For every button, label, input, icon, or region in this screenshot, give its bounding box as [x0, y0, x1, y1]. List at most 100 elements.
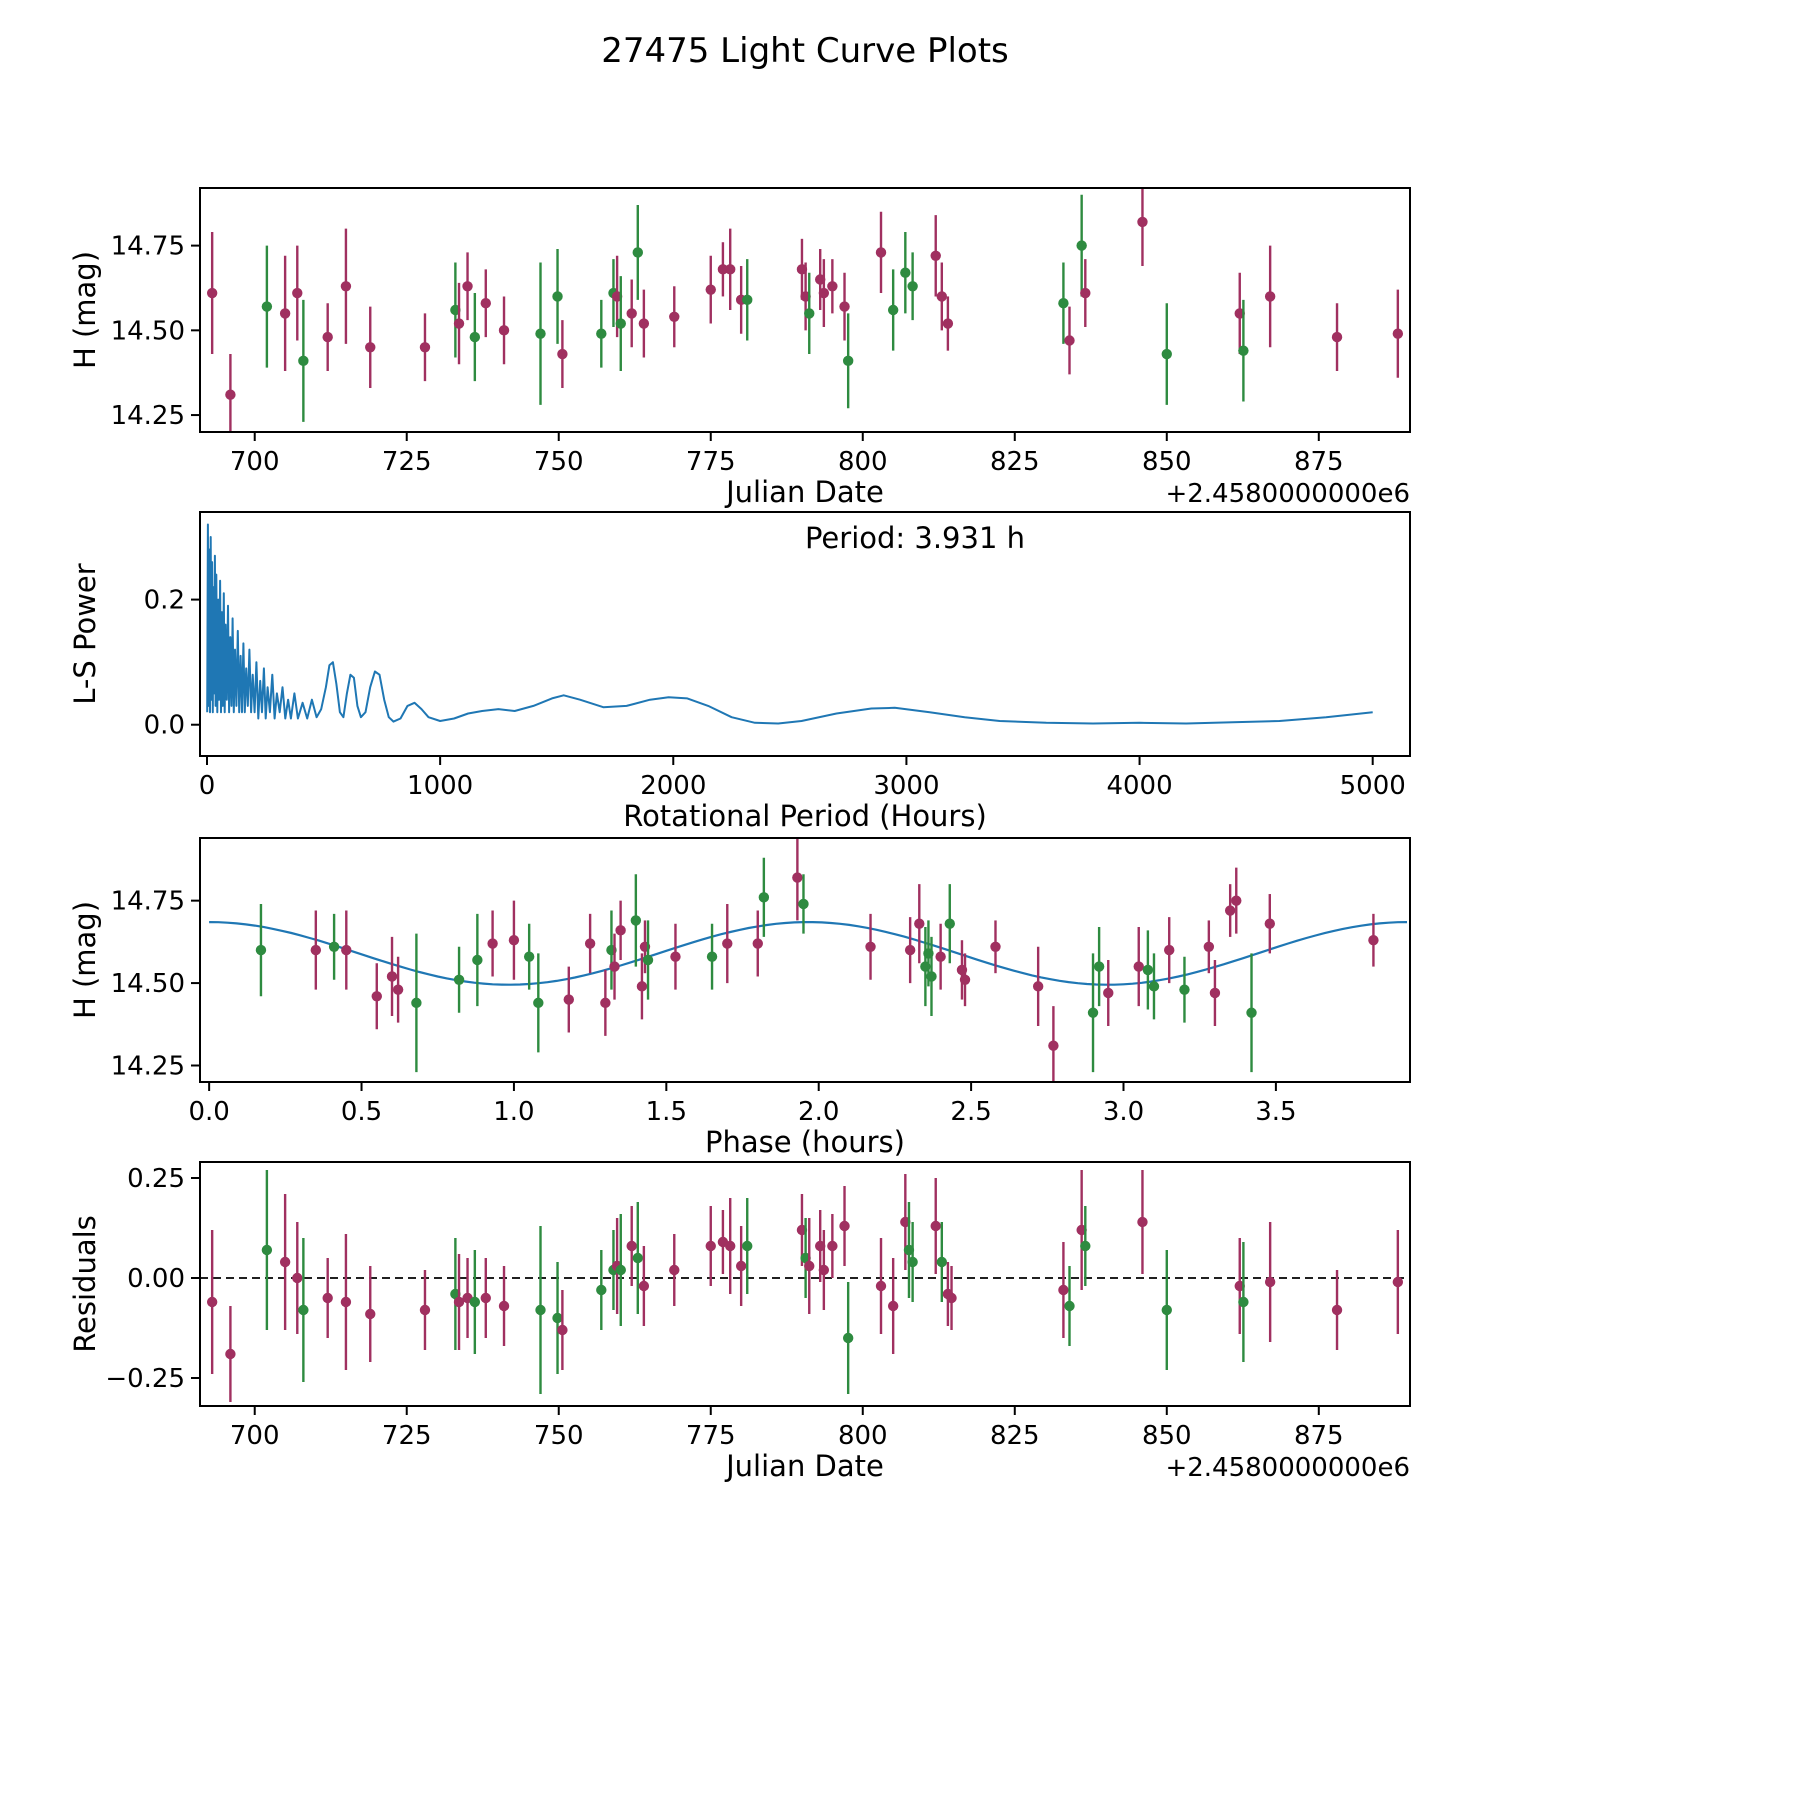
- data-point: [480, 298, 491, 309]
- data-point: [1238, 1296, 1249, 1308]
- data-point: [508, 935, 520, 946]
- data-point: [936, 291, 948, 302]
- data-point: [279, 1256, 291, 1268]
- x-tick-label: 5000: [1340, 771, 1406, 801]
- data-point: [453, 974, 465, 985]
- data-point: [907, 1256, 918, 1268]
- residuals-plot-area: [200, 1170, 1410, 1402]
- data-point: [1032, 981, 1044, 992]
- figure-title: 27475 Light Curve Plots: [601, 31, 1009, 71]
- x-tick-label: 3.5: [1255, 1097, 1296, 1127]
- data-point: [842, 355, 854, 367]
- lightcurve-x-offset-label: +2.4580000000e6: [1165, 479, 1410, 509]
- data-point: [292, 287, 303, 299]
- data-point: [1058, 298, 1069, 309]
- data-point: [1161, 1304, 1172, 1316]
- data-point: [341, 944, 352, 956]
- data-point: [804, 308, 815, 319]
- panel-phased-lightcurve: 0.0 0.5 1.0 1.5 2.0 2.5 3.0 3.5 14.25 14.50 14.75: [111, 837, 1411, 1127]
- data-point: [225, 1348, 236, 1360]
- data-point: [1103, 987, 1114, 999]
- data-point: [328, 941, 340, 953]
- data-point: [717, 264, 729, 275]
- data-point: [1058, 1284, 1069, 1296]
- data-point: [535, 1304, 546, 1316]
- data-point: [1161, 348, 1172, 360]
- data-point: [638, 1280, 650, 1292]
- data-point: [626, 308, 637, 319]
- data-point: [279, 308, 291, 319]
- data-point: [865, 941, 876, 953]
- data-point: [1087, 1007, 1099, 1018]
- data-point: [371, 991, 382, 1002]
- y-tick-label: 14.25: [111, 1052, 185, 1082]
- data-point: [340, 281, 352, 292]
- data-point: [292, 1272, 303, 1284]
- sinusoidal-fit-curve: [209, 920, 1408, 986]
- panel-residuals: 700 725 750 775 800 825 850 875 −0.25 0.00 0.25: [105, 1161, 1411, 1451]
- data-point: [386, 971, 398, 982]
- data-point: [827, 281, 838, 292]
- data-point: [1064, 1300, 1075, 1312]
- lightcurve-plot-area: [206, 188, 1404, 432]
- data-point: [615, 1264, 626, 1276]
- data-point: [469, 1296, 481, 1308]
- data-point: [298, 355, 309, 367]
- y-tick-label: 0.0: [144, 711, 185, 741]
- data-point: [1231, 895, 1242, 906]
- data-point: [365, 342, 376, 353]
- x-tick-label: 750: [534, 1421, 584, 1451]
- data-point: [584, 938, 596, 949]
- data-point: [914, 918, 925, 929]
- y-tick-label: 14.75: [111, 232, 185, 262]
- data-point: [638, 318, 650, 329]
- data-point: [626, 1240, 637, 1252]
- data-point: [615, 318, 626, 329]
- data-point: [944, 918, 955, 929]
- data-point: [839, 1220, 850, 1232]
- data-point: [1264, 291, 1276, 302]
- panel-lightcurve: 700 725 750 775 800 825 850 875 14.25 14.50 14.75: [111, 187, 1411, 477]
- data-point: [261, 1244, 273, 1256]
- data-point: [600, 997, 611, 1009]
- data-point: [936, 1256, 948, 1268]
- data-point: [632, 247, 643, 258]
- data-point: [670, 951, 681, 962]
- panel-periodogram: 0 1000 2000 3000 4000 5000 0.0 0.2: [144, 511, 1411, 801]
- data-point: [322, 1292, 333, 1304]
- residuals-y-axis-label: Residuals: [68, 1215, 102, 1353]
- x-tick-label: 2.5: [950, 1097, 991, 1127]
- x-tick-label: 825: [990, 1421, 1040, 1451]
- x-tick-label: 700: [230, 447, 280, 477]
- data-point: [887, 304, 899, 316]
- periodogram-line: [206, 523, 1373, 725]
- data-point: [615, 925, 626, 936]
- lightcurve-x-axis-label: Julian Date: [724, 475, 884, 509]
- data-point: [206, 287, 218, 299]
- data-point: [596, 1284, 607, 1296]
- data-point: [1080, 1240, 1091, 1252]
- data-point: [609, 961, 620, 972]
- x-tick-label: 3000: [873, 771, 939, 801]
- data-point: [392, 984, 404, 995]
- data-point: [1137, 1216, 1148, 1228]
- data-point: [725, 264, 736, 275]
- data-point: [818, 287, 830, 299]
- data-point: [839, 301, 850, 312]
- data-point: [900, 267, 911, 278]
- data-point: [365, 1308, 376, 1320]
- data-point: [1203, 941, 1215, 953]
- data-point: [959, 974, 971, 985]
- x-tick-label: 850: [1142, 447, 1192, 477]
- data-point: [758, 892, 770, 903]
- data-point: [930, 250, 941, 261]
- x-tick-label: 3.0: [1103, 1097, 1144, 1127]
- data-point: [225, 389, 236, 400]
- data-point: [804, 1260, 815, 1272]
- phased-y-axis-label: H (mag): [68, 901, 102, 1019]
- data-point: [669, 1264, 680, 1276]
- data-point: [1392, 1276, 1404, 1288]
- data-point: [798, 898, 809, 910]
- data-point: [480, 1292, 491, 1304]
